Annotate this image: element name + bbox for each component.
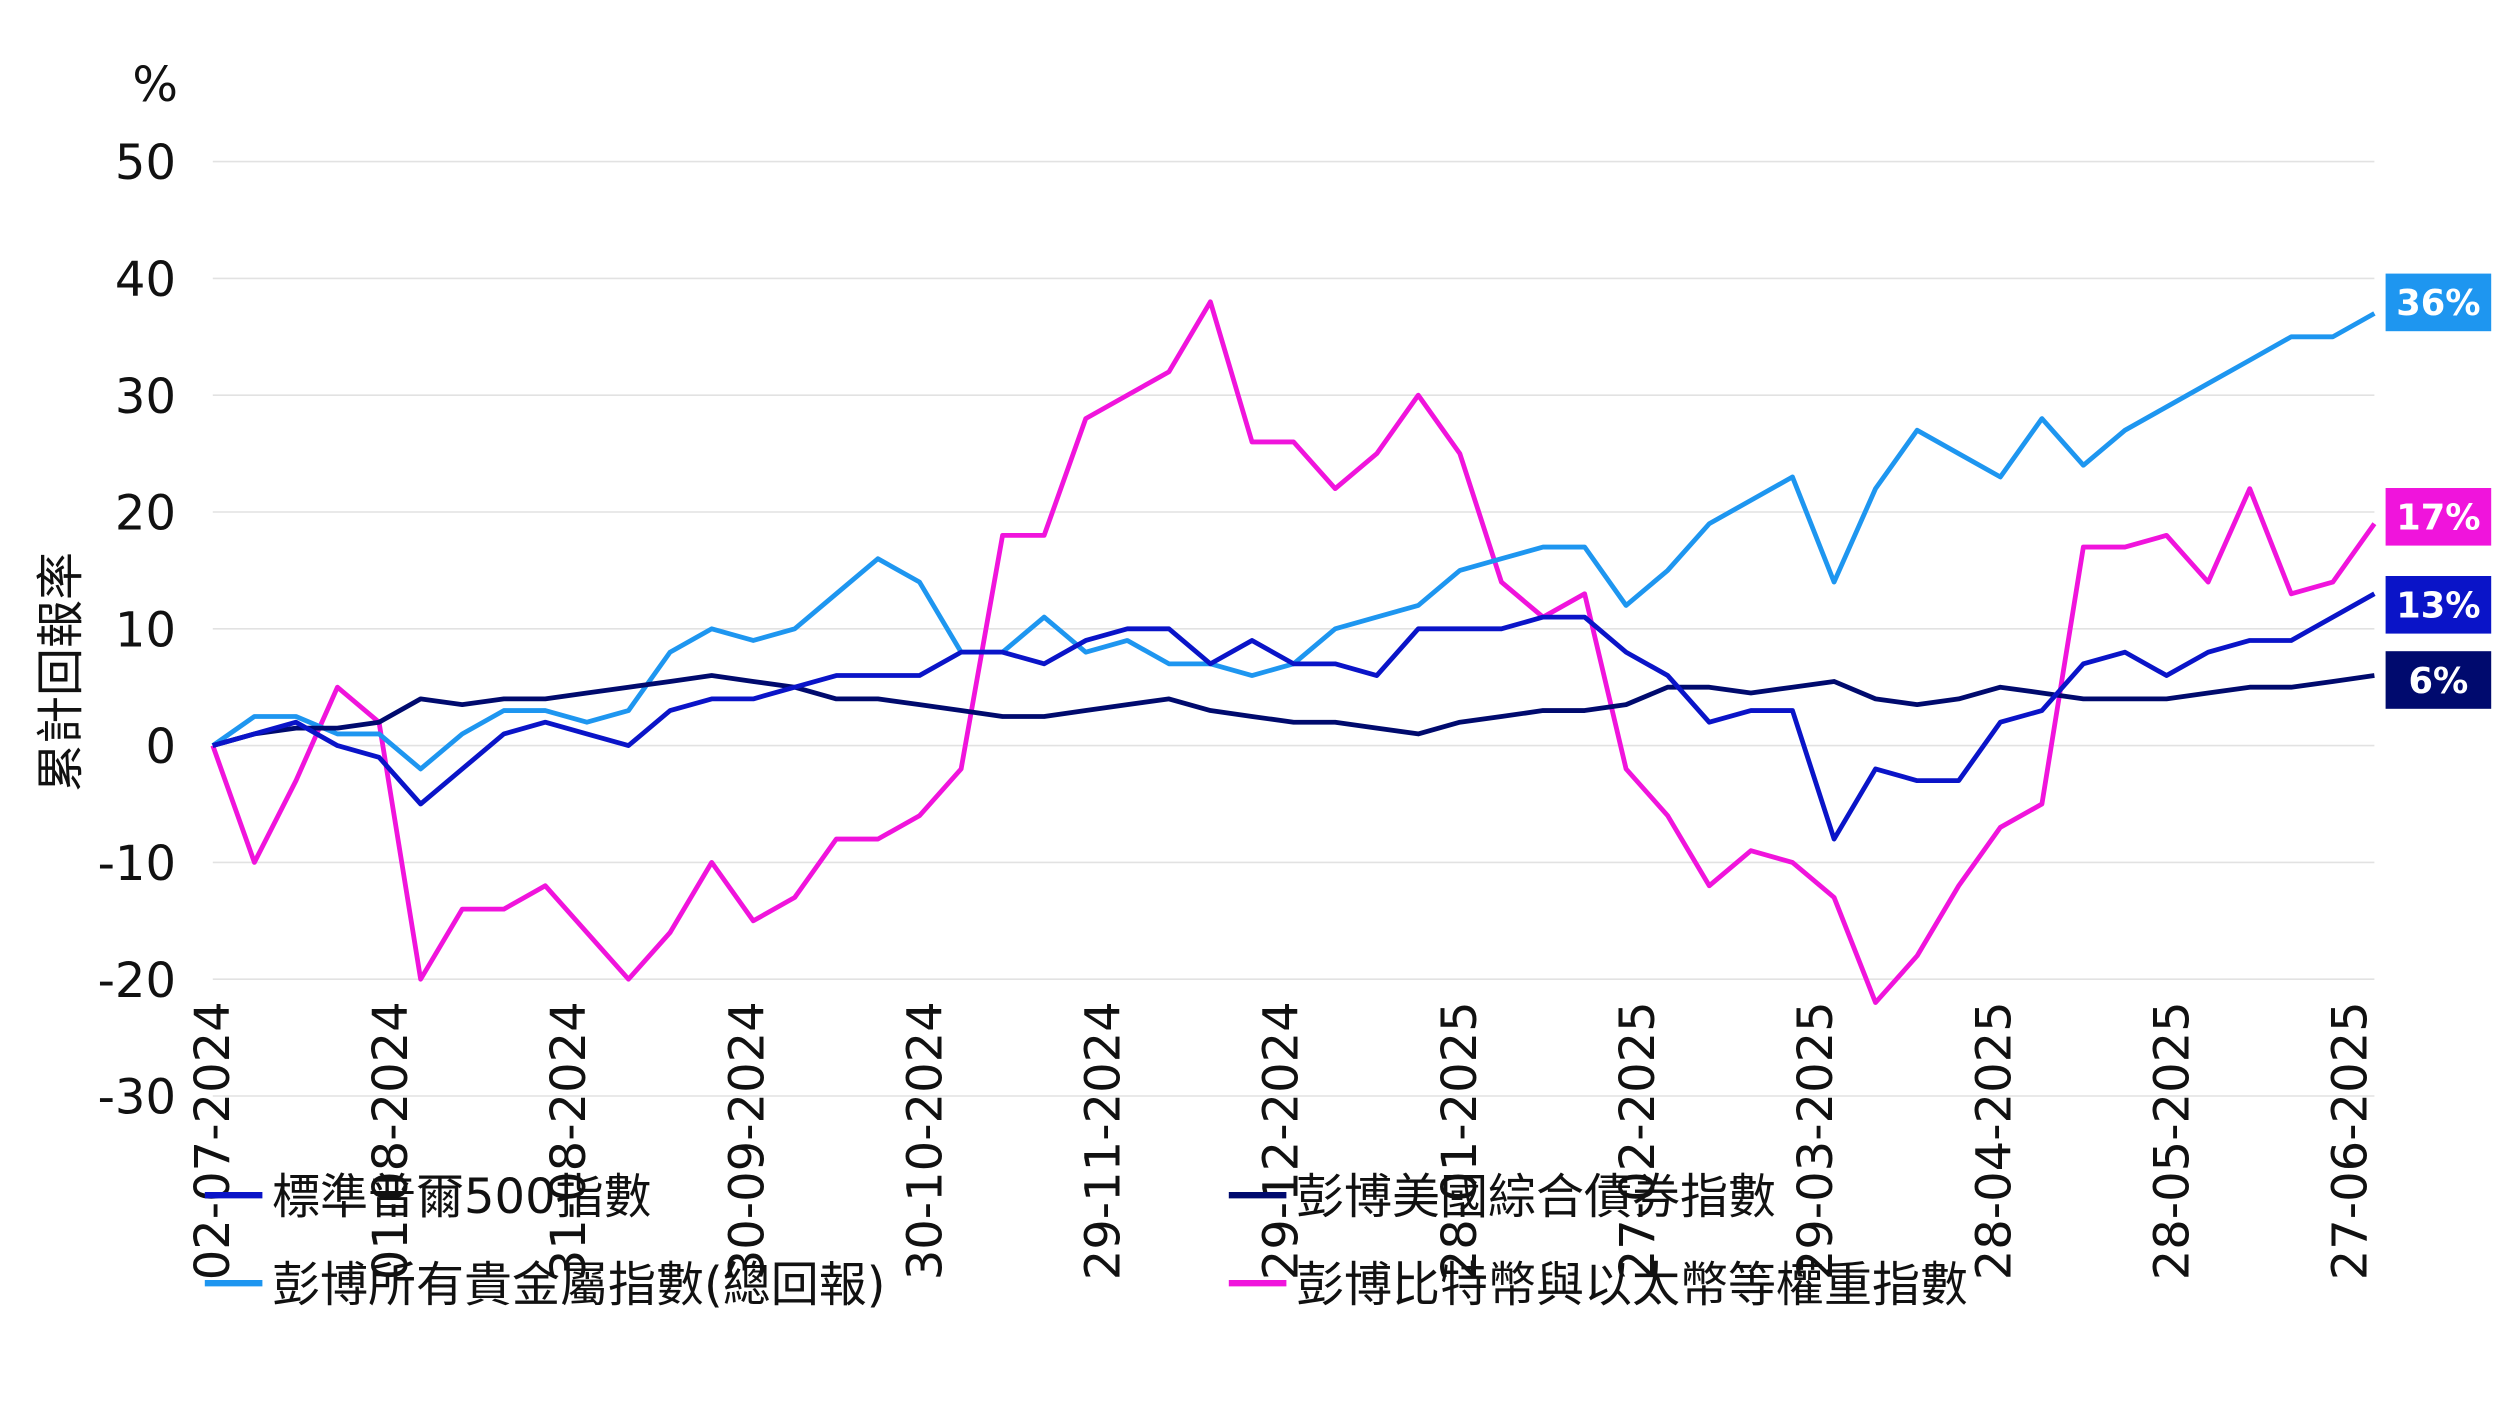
x-axis-ticks: 02-07-2024 01-08-2024 31-08-2024 30-09-2024… bbox=[185, 1001, 2379, 1280]
legend-label: 彭博美國綜合債券指數 bbox=[1296, 1169, 1776, 1225]
x-tick-label: 28-01-2025 bbox=[1432, 1001, 1488, 1280]
y-unit-label: % bbox=[132, 57, 178, 113]
series-line-1 bbox=[212, 673, 2375, 748]
x-tick-label: 30-10-2024 bbox=[897, 1001, 953, 1280]
y-tick-label: 30 bbox=[115, 369, 176, 425]
legend-label: 標準普爾500指數 bbox=[272, 1169, 652, 1225]
y-axis-label: 累計回報率 bbox=[33, 552, 89, 792]
y-tick-label: -30 bbox=[98, 1070, 176, 1126]
x-tick-label: 29-12-2024 bbox=[1254, 1001, 1310, 1280]
y-tick-label: 50 bbox=[115, 135, 176, 191]
end-label-box bbox=[2385, 651, 2492, 709]
series-line-0 bbox=[212, 591, 2376, 842]
series-line-3 bbox=[210, 299, 2377, 1005]
end-label-box bbox=[2385, 273, 2492, 332]
gridlines bbox=[212, 160, 2375, 1097]
x-tick-label: 27-02-2025 bbox=[1610, 1001, 1666, 1280]
x-tick-label: 29-11-2024 bbox=[1076, 1001, 1132, 1280]
end-label-text: 13% bbox=[2396, 586, 2480, 627]
y-axis-ticks: 50 40 30 20 10 0 -10 -20 -30 bbox=[98, 135, 176, 1125]
x-tick-label: 27-06-2025 bbox=[2323, 1001, 2379, 1280]
end-value-labels: 36% 17% 13% 6% bbox=[2385, 273, 2492, 709]
y-tick-label: 40 bbox=[115, 252, 176, 308]
end-label-box bbox=[2385, 488, 2492, 546]
x-tick-label: 02-07-2024 bbox=[185, 1001, 241, 1280]
x-tick-label: 28-05-2025 bbox=[2144, 1001, 2200, 1280]
y-tick-label: 20 bbox=[115, 486, 176, 542]
end-label-text: 17% bbox=[2396, 498, 2480, 539]
y-tick-label: -10 bbox=[98, 836, 176, 892]
y-tick-label: 10 bbox=[115, 602, 176, 658]
x-tick-label: 01-08-2024 bbox=[363, 1001, 419, 1280]
y-tick-label: -20 bbox=[98, 953, 176, 1009]
x-tick-label: 30-09-2024 bbox=[719, 1001, 775, 1280]
x-tick-label: 29-03-2025 bbox=[1788, 1001, 1844, 1280]
series-lines bbox=[210, 299, 2377, 1005]
legend-label: 彭博所有貴金屬指數(總回報) bbox=[272, 1257, 885, 1313]
x-tick-label: 31-08-2024 bbox=[541, 1001, 597, 1280]
end-label-text: 36% bbox=[2396, 283, 2480, 324]
legend-label: 彭博比特幣與以太幣等權重指數 bbox=[1296, 1257, 1968, 1313]
end-label-box bbox=[2385, 576, 2492, 634]
y-tick-label: 0 bbox=[145, 719, 176, 775]
end-label-text: 6% bbox=[2409, 661, 2469, 702]
x-tick-label: 28-04-2025 bbox=[1966, 1001, 2022, 1280]
